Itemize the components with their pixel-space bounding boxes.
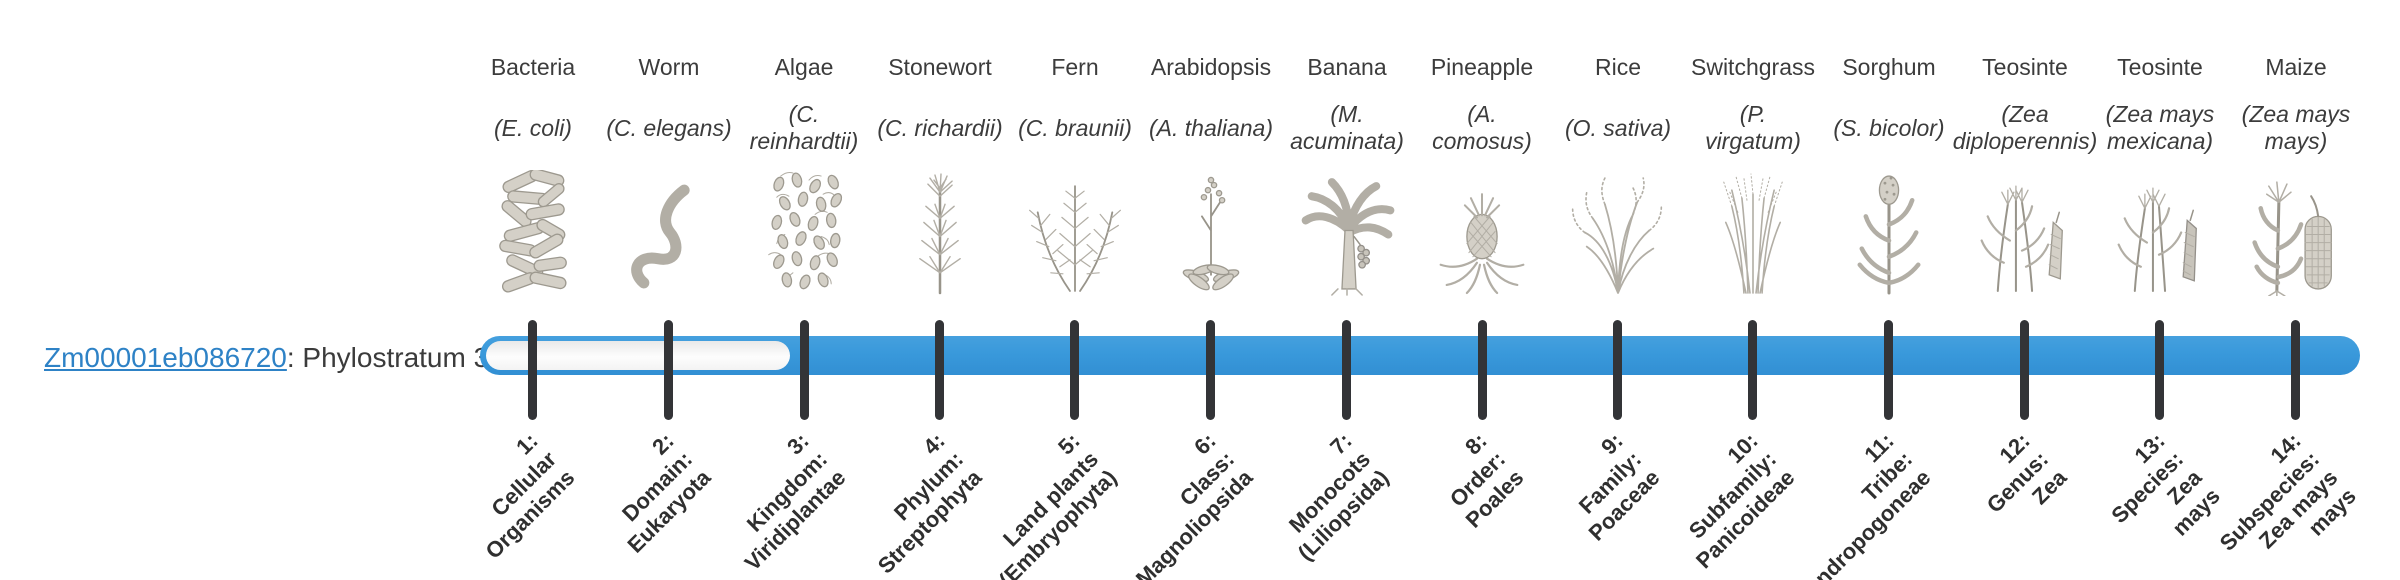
rice-illustration [1543,170,1693,298]
organism-common-name: Maize [2265,54,2327,80]
organism-scientific-name: (C. reinhardtii) [749,101,859,154]
tick-stratum-4 [935,320,944,420]
organism-common-name: Banana [1307,54,1387,80]
organism-common-name: Sorghum [1842,54,1936,80]
organism-scientific-name: (S. bicolor) [1833,114,1945,141]
organism-scientific-name: (C. braunii) [1018,114,1132,141]
teosinte-mexicana-illustration [2085,170,2235,298]
pineapple-illustration [1407,170,1557,298]
organism-scientific-name: (A. comosus) [1432,101,1532,154]
organism-scientific-name: (E. coli) [494,114,572,141]
tick-stratum-6 [1206,320,1215,420]
sorghum-illustration [1814,170,1964,298]
tick-stratum-7 [1342,320,1351,420]
organism-common-name: Bacteria [490,54,576,80]
tick-stratum-10 [1748,320,1757,420]
gene-label: Zm00001eb086720: Phylostratum 3 [44,338,489,378]
tick-stratum-3 [800,320,809,420]
switchgrass-illustration [1678,170,1828,298]
organism-common-name: Rice [1594,54,1641,80]
organism-scientific-name: (A. thaliana) [1148,114,1273,141]
organism-scientific-name: (P. virgatum) [1705,101,1801,154]
tick-stratum-14 [2291,320,2300,420]
organism-common-name: Algae [774,54,834,80]
organism-scientific-name: (C. elegans) [606,114,732,141]
phylostratum-bar [480,336,2360,375]
organism-common-name: Pineapple [1430,54,1534,80]
maize-illustration [2221,170,2371,298]
banana-illustration [1272,170,1422,298]
organism-scientific-name: (Zea diploperennis) [1952,101,2098,154]
worm-illustration [594,170,744,298]
fern-illustration [1000,170,1150,298]
tick-stratum-9 [1613,320,1622,420]
tick-stratum-12 [2020,320,2029,420]
gene-id-link[interactable]: Zm00001eb086720 [44,342,287,373]
organism-common-name: Arabidopsis [1150,54,1272,80]
stonewort-illustration [865,170,1015,298]
organism-common-name: Teosinte [2117,54,2203,80]
tick-stratum-1 [528,320,537,420]
organism-common-name: Stonewort [888,54,992,80]
algae-illustration [729,170,879,298]
tick-stratum-13 [2155,320,2164,420]
tick-stratum-8 [1478,320,1487,420]
organism-scientific-name: (Zea mays mexicana) [2105,101,2215,154]
tick-stratum-5 [1070,320,1079,420]
organism-common-name: Fern [1051,54,1099,80]
organism-common-name: Switchgrass [1691,54,1815,80]
organism-scientific-name: (C. richardii) [877,114,1003,141]
organism-common-name: Worm [638,54,700,80]
phylostratum-text: : Phylostratum 3 [286,342,490,373]
organism-common-name: Teosinte [1982,54,2068,80]
organism-scientific-name: (M. acuminata) [1290,101,1404,154]
organism-scientific-name: (Zea mays mays) [2241,101,2351,154]
tick-stratum-2 [664,320,673,420]
organism-scientific-name: (O. sativa) [1564,114,1672,141]
bacteria-illustration [458,170,608,298]
teosinte-diploperennis-illustration [1950,170,2100,298]
tick-stratum-11 [1884,320,1893,420]
arabidopsis-illustration [1136,170,1286,298]
